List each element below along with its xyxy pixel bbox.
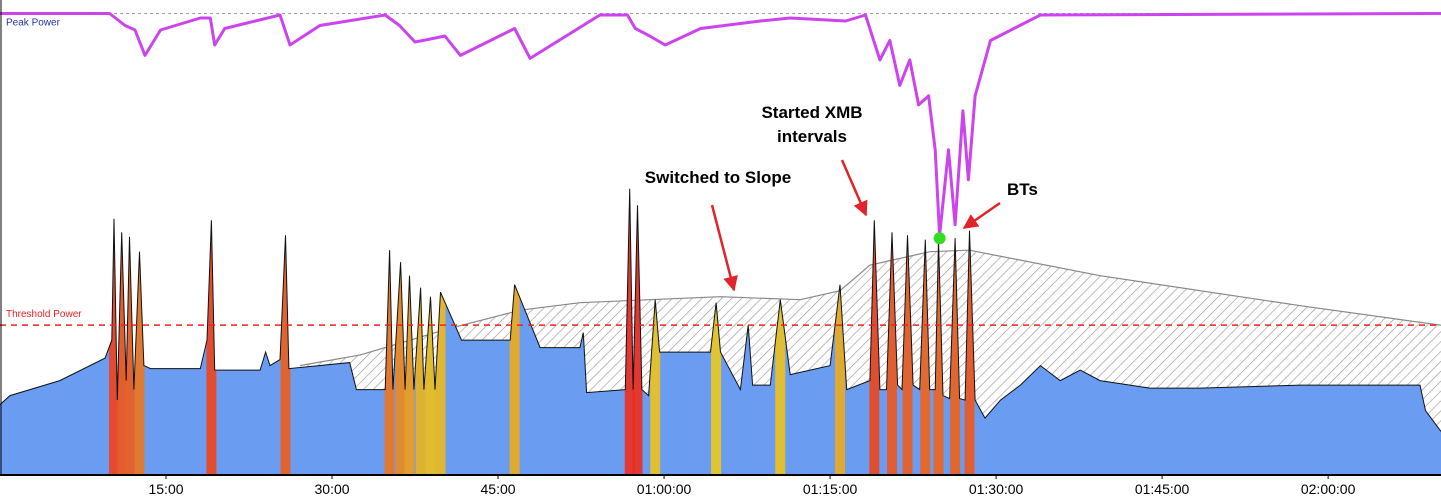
intensity-band xyxy=(415,188,426,475)
annotation-line: Started XMB xyxy=(761,103,862,122)
intensity-bands xyxy=(108,188,975,475)
intensity-band xyxy=(964,188,975,475)
x-tick-label: 01:15:00 xyxy=(803,481,858,497)
intensity-band xyxy=(509,188,520,475)
annotation: BTs xyxy=(1007,180,1038,199)
x-tick-label: 15:00 xyxy=(148,481,183,497)
annotation-arrow xyxy=(840,159,868,217)
intensity-band xyxy=(435,188,446,475)
intensity-band xyxy=(950,188,961,475)
annotation: Switched to Slope xyxy=(645,168,791,187)
intensity-band xyxy=(902,188,913,475)
intensity-band xyxy=(887,188,898,475)
marker xyxy=(933,232,946,245)
annotation-arrow xyxy=(710,204,738,292)
capacity-line xyxy=(299,249,1441,367)
intensity-band xyxy=(280,188,291,475)
intensity-band xyxy=(108,188,119,475)
intensity-band xyxy=(395,188,406,475)
intensity-band xyxy=(920,188,931,475)
intensity-band xyxy=(116,188,127,475)
peak-power-line xyxy=(0,12,1441,237)
x-tick-label: 01:30:00 xyxy=(969,481,1024,497)
intensity-band xyxy=(404,188,415,475)
x-tick-label: 01:45:00 xyxy=(1135,481,1190,497)
x-tick-label: 02:00:00 xyxy=(1301,481,1356,497)
annotation-arrow xyxy=(962,201,1001,230)
x-tick-label: 01:00:00 xyxy=(637,481,692,497)
intensity-band xyxy=(933,188,944,475)
intensity-band xyxy=(632,188,643,475)
power-line xyxy=(0,188,1441,432)
annotation: Started XMB intervals xyxy=(761,103,862,146)
intensity-band xyxy=(775,188,786,475)
intensity-band xyxy=(384,188,395,475)
intensity-band xyxy=(206,188,217,475)
intensity-band xyxy=(711,188,722,475)
x-tick-label: 45:00 xyxy=(481,481,516,497)
power-area xyxy=(0,188,1441,476)
reference-label: Peak Power xyxy=(6,17,61,28)
intensity-band xyxy=(425,188,436,475)
intensity-band xyxy=(124,188,135,475)
intensity-band xyxy=(835,188,846,475)
intensity-band xyxy=(650,188,661,475)
x-tick-label: 30:00 xyxy=(315,481,350,497)
reference-label: Threshold Power xyxy=(6,309,82,320)
intensity-band xyxy=(134,188,145,475)
intensity-band xyxy=(869,188,880,475)
annotation-line: intervals xyxy=(777,127,847,146)
intensity-band xyxy=(624,188,635,475)
